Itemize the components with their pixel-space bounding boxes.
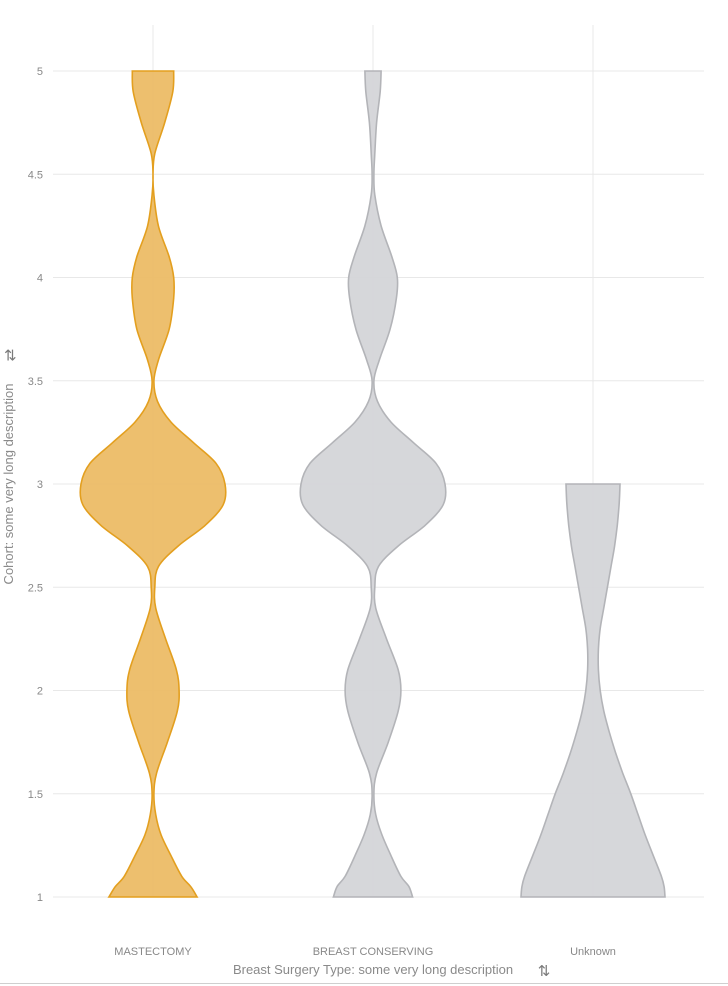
x-axis-title: Breast Surgery Type: some very long desc…	[233, 962, 513, 977]
y-tick-label: 2.5	[28, 582, 43, 594]
swap-horizontal-icon[interactable]: ⇄	[1, 348, 19, 361]
label-layer: 1 1.5 2 2.5 3 3.5 4 4.5 5 MASTECTOMY BREAST CONSER…	[28, 66, 616, 958]
y-axis-title: Cohort: some very long description	[1, 384, 16, 585]
y-tick-label: 2	[37, 686, 43, 698]
x-category-label: Unknown	[570, 946, 616, 958]
y-tick-label: 1.5	[28, 789, 43, 801]
y-tick-label: 3.5	[28, 376, 43, 388]
y-tick-label: 4	[37, 273, 43, 285]
x-category-label: MASTECTOMY	[114, 946, 192, 958]
y-tick-label: 5	[37, 66, 43, 78]
sort-swap-icon[interactable]: ⇅	[538, 962, 551, 980]
y-tick-label: 3	[37, 479, 43, 491]
bottom-divider	[0, 983, 728, 984]
violin-breast-conserving[interactable]	[299, 70, 447, 898]
violin-unknown[interactable]	[520, 483, 666, 898]
violin-mastectomy[interactable]	[79, 70, 227, 898]
violin-layer	[79, 70, 666, 898]
x-category-label: BREAST CONSERVING	[313, 946, 434, 958]
y-tick-label: 1	[37, 892, 43, 904]
y-tick-label: 4.5	[28, 169, 43, 181]
